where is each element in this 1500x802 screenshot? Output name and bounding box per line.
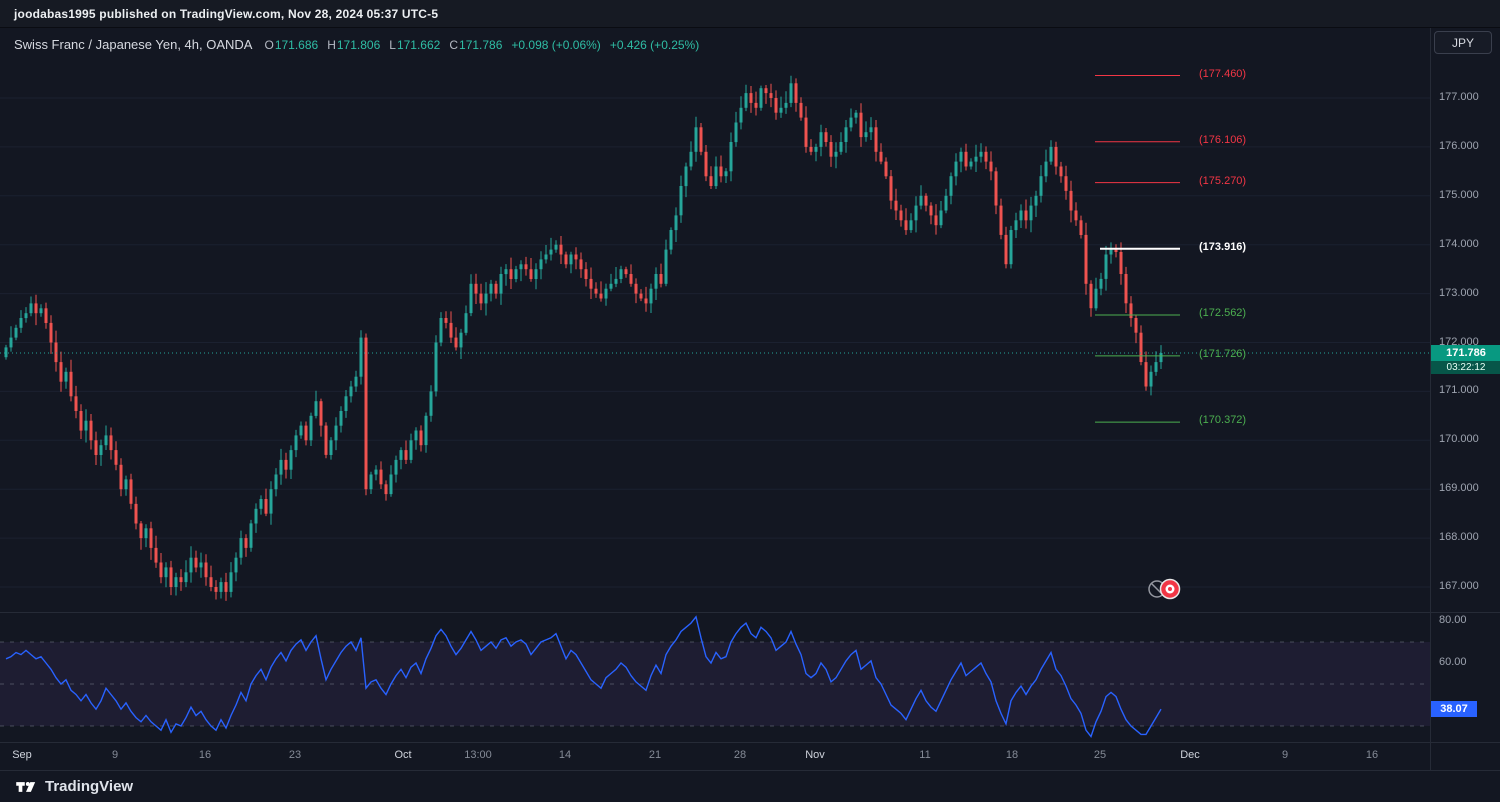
- price-axis-label: 173.000: [1439, 287, 1479, 299]
- price-pane[interactable]: [0, 28, 1430, 612]
- chart-area: Swiss Franc / Japanese Yen, 4h, OANDA O …: [0, 28, 1500, 770]
- ohlc-low: L 171.662: [389, 38, 440, 52]
- price-axis-label: 176.000: [1439, 140, 1479, 152]
- time-axis-label: Nov: [805, 749, 825, 761]
- price-axis-label: 167.000: [1439, 580, 1479, 592]
- price-level-label: (177.460): [1199, 68, 1247, 80]
- marker-icons-canvas: [1148, 578, 1181, 600]
- time-axis-label: 23: [288, 749, 302, 761]
- high-label: H: [327, 37, 336, 52]
- high-value: 171.806: [336, 37, 381, 52]
- rsi-axis-label: 80.00: [1439, 614, 1467, 626]
- time-axis-label: Oct: [394, 749, 412, 761]
- pane-separator[interactable]: [0, 612, 1500, 613]
- time-axis-label: 18: [1005, 749, 1019, 761]
- price-scale[interactable]: JPY 171.786 03:22:12 38.07 177.000 176.00…: [1430, 28, 1500, 770]
- symbol-ohlc-header: Swiss Franc / Japanese Yen, 4h, OANDA O …: [14, 37, 699, 52]
- record-dot-icon: [1159, 578, 1181, 600]
- time-axis-label: 9: [111, 749, 119, 761]
- ohlc-open: O 171.686: [264, 38, 318, 52]
- low-label: L: [389, 37, 396, 52]
- price-level-label: (175.270): [1199, 175, 1247, 187]
- time-axis-label: 14: [558, 749, 572, 761]
- tradingview-logo-icon[interactable]: [15, 779, 37, 795]
- tradingview-wordmark[interactable]: TradingView: [45, 778, 134, 795]
- rsi-chart[interactable]: [0, 612, 1430, 742]
- time-axis-label: 21: [648, 749, 662, 761]
- time-axis-label: 16: [1365, 749, 1379, 761]
- price-axis-label: 174.000: [1439, 238, 1479, 250]
- ohlc-high: H 171.806: [327, 38, 380, 52]
- price-axis-label: 170.000: [1439, 433, 1479, 445]
- time-axis-separator: [0, 742, 1500, 743]
- change-percent: +0.426 (+0.25%): [609, 37, 700, 52]
- price-axis-label: 177.000: [1439, 91, 1479, 103]
- close-value: 171.786: [459, 37, 503, 52]
- rsi-value-badge: 38.07: [1431, 701, 1477, 717]
- last-price-badge: 171.786 03:22:12: [1431, 345, 1500, 374]
- publish-banner-text: joodabas1995 published on TradingView.co…: [14, 6, 439, 21]
- publish-banner: joodabas1995 published on TradingView.co…: [0, 0, 1500, 28]
- time-axis-label: 28: [733, 749, 747, 761]
- price-level-label: (173.916): [1199, 241, 1247, 253]
- open-label: O: [264, 37, 274, 52]
- symbol-title: Swiss Franc / Japanese Yen, 4h, OANDA: [14, 37, 253, 52]
- change-absolute: +0.098 (+0.06%): [511, 37, 601, 52]
- time-axis-label: 9: [1281, 749, 1289, 761]
- price-axis-label: 175.000: [1439, 189, 1479, 201]
- chart-event-icons: [1146, 575, 1184, 608]
- last-price-value: 171.786: [1431, 345, 1500, 361]
- time-axis-label: 16: [198, 749, 212, 761]
- low-value: 171.662: [396, 37, 441, 52]
- open-value: 171.686: [274, 37, 319, 52]
- price-level-label: (171.726): [1199, 348, 1247, 360]
- close-label: C: [449, 37, 459, 52]
- bar-countdown: 03:22:12: [1431, 361, 1500, 374]
- price-level-label: (176.106): [1199, 134, 1247, 146]
- price-level-label: (170.372): [1199, 414, 1247, 426]
- currency-button[interactable]: JPY: [1434, 31, 1492, 54]
- price-axis-label: 171.000: [1439, 384, 1479, 396]
- price-axis-label: 169.000: [1439, 482, 1479, 494]
- ohlc-close: C 171.786: [449, 38, 502, 52]
- time-axis-label: 13:00: [464, 749, 492, 761]
- footer-bar: TradingView: [0, 770, 1500, 802]
- candlestick-chart[interactable]: [0, 28, 1430, 612]
- time-axis-label: 25: [1093, 749, 1107, 761]
- rsi-pane[interactable]: [0, 612, 1430, 742]
- time-axis-label: Dec: [1180, 749, 1200, 761]
- time-axis[interactable]: Sep 9 16 23 Oct 13:00 14 21 28 Nov 11 18 25 Dec 9 16: [0, 742, 1430, 770]
- price-level-label: (172.562): [1199, 307, 1247, 319]
- time-axis-label: 11: [919, 749, 931, 761]
- rsi-axis-label: 60.00: [1439, 656, 1467, 668]
- time-axis-label: Sep: [12, 749, 32, 761]
- price-axis-label: 168.000: [1439, 531, 1479, 543]
